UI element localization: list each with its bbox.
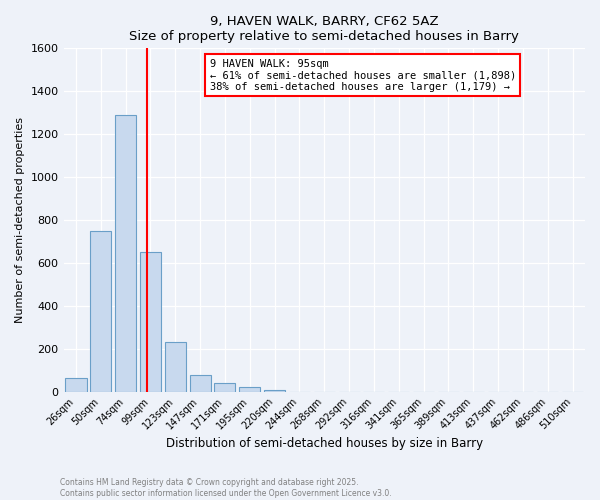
Text: Contains HM Land Registry data © Crown copyright and database right 2025.
Contai: Contains HM Land Registry data © Crown c…	[60, 478, 392, 498]
Bar	[140, 252, 161, 392]
Bar	[165, 342, 186, 392]
Title: 9, HAVEN WALK, BARRY, CF62 5AZ
Size of property relative to semi-detached houses: 9, HAVEN WALK, BARRY, CF62 5AZ Size of p…	[130, 15, 519, 43]
Y-axis label: Number of semi-detached properties: Number of semi-detached properties	[15, 117, 25, 323]
Bar	[90, 230, 112, 392]
Bar	[115, 115, 136, 392]
X-axis label: Distribution of semi-detached houses by size in Barry: Distribution of semi-detached houses by …	[166, 437, 483, 450]
Bar	[65, 378, 86, 392]
Bar	[190, 374, 211, 392]
Text: 9 HAVEN WALK: 95sqm
← 61% of semi-detached houses are smaller (1,898)
38% of sem: 9 HAVEN WALK: 95sqm ← 61% of semi-detach…	[209, 58, 516, 92]
Bar	[214, 382, 235, 392]
Bar	[264, 390, 285, 392]
Bar	[239, 388, 260, 392]
